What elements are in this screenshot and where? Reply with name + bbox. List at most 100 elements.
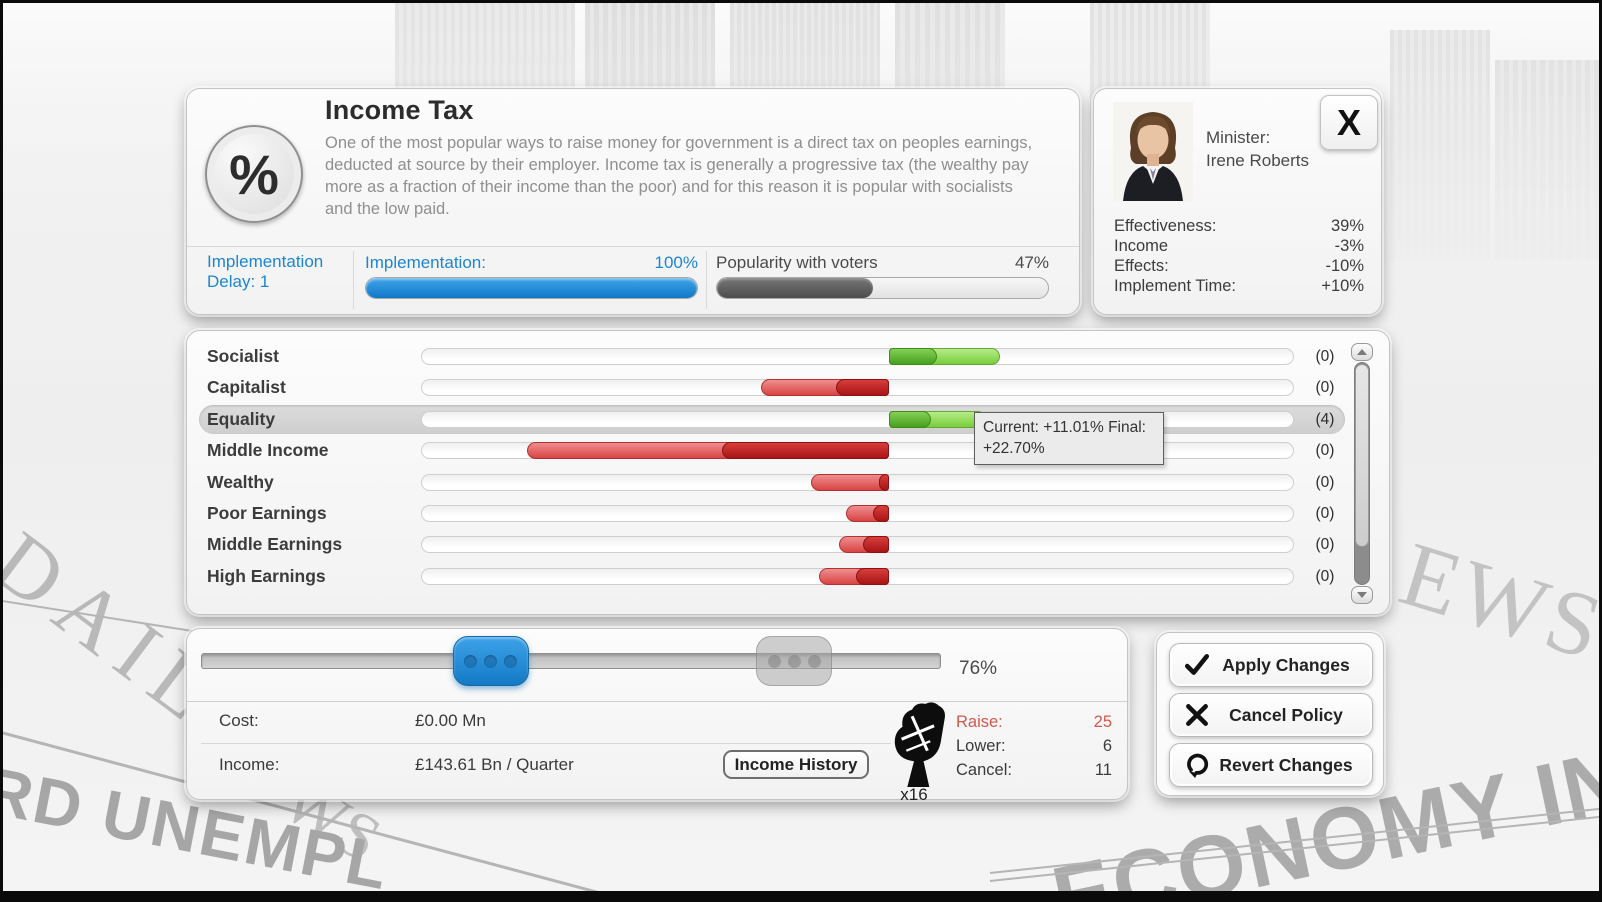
effect-bar-track: [421, 536, 1294, 554]
stat-value: -10%: [1325, 257, 1364, 275]
minister-portrait[interactable]: [1113, 102, 1193, 201]
group-label: Capitalist: [207, 377, 286, 398]
group-label: High Earnings: [207, 565, 326, 586]
page-title: Income Tax: [325, 95, 474, 125]
cancel-policy-button[interactable]: Cancel Policy: [1169, 693, 1373, 737]
implementation-value: 100%: [654, 253, 698, 272]
grip-dot: [464, 654, 478, 668]
cost-label: Cost:: [219, 711, 259, 730]
apply-changes-label: Apply Changes: [1222, 654, 1350, 675]
effect-bar-track: [421, 504, 1294, 522]
effect-bar-current: [879, 473, 889, 491]
income-history-button[interactable]: Income History: [723, 750, 869, 779]
vote-label: Lower:: [956, 737, 1006, 755]
vote-value: 6: [1102, 737, 1112, 755]
implementation-fill: [366, 278, 697, 298]
group-label: Equality: [207, 408, 276, 429]
groups-scrollbar[interactable]: [1351, 343, 1373, 604]
implementation-delay-text: Implementation Delay: 1: [207, 252, 323, 293]
group-member-count: (0): [1315, 504, 1335, 522]
group-row-socialist[interactable]: Socialist (0): [187, 341, 1389, 372]
protest-multiplier: x16: [900, 785, 928, 804]
effect-bar-current: [888, 348, 937, 365]
minister-portrait-image: [1113, 102, 1193, 201]
group-label: Middle Income: [207, 440, 329, 461]
popularity-label-row: Popularity with voters 47%: [716, 253, 1049, 273]
percent-glyph: %: [229, 142, 279, 206]
effect-bar-current: [855, 567, 889, 585]
divider: [187, 701, 1127, 702]
effect-bar-current: [862, 536, 889, 554]
effect-bar-current: [888, 410, 931, 428]
stat-value: +10%: [1321, 277, 1364, 295]
divider: [201, 743, 891, 744]
scroll-down-button[interactable]: [1351, 586, 1373, 604]
implementation-label: Implementation:: [365, 253, 486, 272]
income-history-label: Income History: [734, 754, 858, 774]
stat-label: Effects:: [1114, 257, 1169, 275]
screen-frame: [1599, 0, 1602, 902]
voter-group-rows: Socialist (0) Capitalist (0) Equality (4…: [187, 341, 1389, 592]
check-icon: [1184, 654, 1210, 675]
revert-changes-button[interactable]: Revert Changes: [1169, 743, 1373, 787]
policy-description: One of the most popular ways to raise mo…: [325, 134, 1033, 218]
effect-bar-final: [811, 473, 889, 491]
effect-bar-track: [421, 567, 1294, 585]
protest-fist-icon: [879, 701, 949, 787]
scroll-up-button[interactable]: [1351, 343, 1373, 361]
stat-row-effectiveness: Effectiveness: 39%: [1114, 217, 1364, 236]
divider: [187, 246, 1079, 247]
scrollbar-track[interactable]: [1354, 362, 1370, 585]
slider-handle[interactable]: [452, 636, 529, 686]
apply-changes-button[interactable]: Apply Changes: [1169, 643, 1373, 687]
actions-panel: Apply Changes Cancel Policy Revert Chang…: [1156, 632, 1384, 796]
grip-dot: [787, 654, 801, 668]
implementation-delay-line1: Implementation: [207, 252, 324, 271]
group-row-equality[interactable]: Equality (4): [187, 404, 1389, 435]
grip-dot: [504, 654, 518, 668]
close-x-icon: X: [1336, 101, 1361, 143]
effect-bar-track: [421, 473, 1294, 491]
group-row-poor-earnings[interactable]: Poor Earnings (0): [187, 498, 1389, 529]
minister-name-block: Minister: Irene Roberts: [1206, 127, 1309, 173]
chevron-up-icon: [1357, 349, 1367, 355]
grip-dot: [767, 654, 781, 668]
stat-value: 39%: [1330, 217, 1364, 235]
group-row-capitalist[interactable]: Capitalist (0): [187, 372, 1389, 403]
slider-value: 76%: [959, 658, 998, 679]
vote-row: Raise: 25: [956, 713, 1112, 733]
slider-ghost-handle: [756, 636, 832, 686]
revert-changes-label: Revert Changes: [1219, 754, 1353, 775]
screen-frame: [0, 891, 1602, 902]
effect-bar-current: [721, 442, 889, 460]
stat-row-effects: Effects: -10%: [1114, 257, 1364, 276]
vote-label: Raise:: [956, 713, 1003, 731]
group-member-count: (0): [1315, 536, 1335, 554]
stat-value: -3%: [1334, 237, 1364, 255]
group-row-wealthy[interactable]: Wealthy (0): [187, 467, 1389, 498]
income-label: Income:: [219, 755, 280, 774]
percent-policy-icon: %: [205, 125, 303, 223]
minister-title: Minister:: [1206, 128, 1271, 147]
group-member-count: (4): [1315, 410, 1335, 428]
group-row-high-earnings[interactable]: High Earnings (0): [187, 561, 1389, 592]
vote-row: Cancel: 11: [956, 761, 1112, 781]
vote-row: Lower: 6: [956, 737, 1112, 757]
minister-panel: Minister: Irene Roberts X Effectiveness:…: [1093, 88, 1382, 315]
x-icon: [1186, 704, 1208, 726]
stat-label: Income: [1114, 237, 1169, 255]
income-value: £143.61 Bn / Quarter: [415, 755, 574, 774]
divider: [706, 251, 707, 309]
group-member-count: (0): [1315, 348, 1335, 365]
group-row-middle-income[interactable]: Middle Income (0): [187, 435, 1389, 466]
divider: [353, 251, 354, 309]
implementation-label-row: Implementation: 100%: [365, 253, 698, 273]
chevron-down-icon: [1357, 592, 1367, 598]
close-button[interactable]: X: [1320, 95, 1378, 150]
implementation-progress-bar: [365, 277, 698, 299]
group-row-middle-earnings[interactable]: Middle Earnings (0): [187, 529, 1389, 560]
group-label: Socialist: [207, 346, 279, 366]
scrollbar-thumb[interactable]: [1355, 364, 1369, 547]
group-label: Wealthy: [207, 471, 274, 492]
cost-value: £0.00 Mn: [415, 711, 486, 730]
